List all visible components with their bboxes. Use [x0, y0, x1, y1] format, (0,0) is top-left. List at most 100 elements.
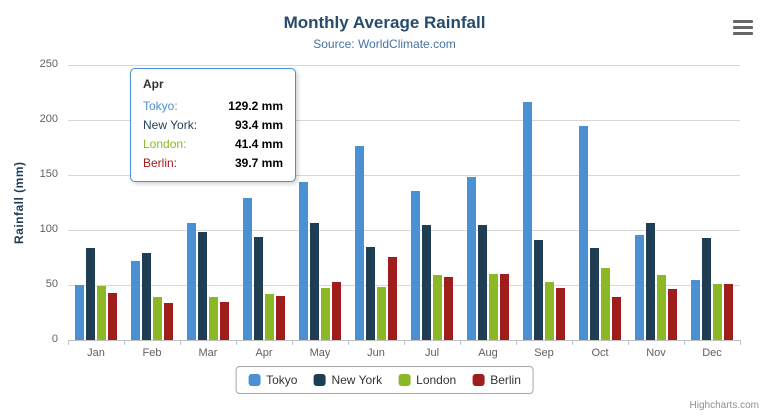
x-axis-label: Sep — [534, 347, 554, 359]
bar-london-jun[interactable] — [377, 286, 386, 340]
x-axis-label: May — [309, 347, 331, 359]
bar-new-york-oct[interactable] — [590, 248, 599, 340]
bar-berlin-may[interactable] — [332, 282, 341, 340]
bar-london-dec[interactable] — [713, 283, 722, 340]
chart-title: Monthly Average Rainfall — [283, 13, 486, 32]
x-axis-tick — [684, 340, 685, 345]
bar-london-may[interactable] — [321, 288, 330, 340]
credits-link[interactable]: Highcharts.com — [689, 400, 759, 411]
y-gridline — [68, 230, 740, 231]
bar-new-york-feb[interactable] — [142, 253, 151, 340]
tooltip-series-name: Tokyo: — [143, 99, 178, 113]
bar-tokyo-feb[interactable] — [131, 261, 140, 340]
bar-london-jan[interactable] — [97, 286, 106, 340]
x-axis-tick — [740, 340, 741, 345]
bar-tokyo-sep[interactable] — [523, 101, 532, 340]
bar-new-york-dec[interactable] — [702, 238, 711, 340]
legend-marker-icon — [248, 374, 261, 386]
x-axis-label: Dec — [702, 347, 722, 359]
hamburger-bar — [733, 32, 753, 35]
bar-berlin-jul[interactable] — [444, 276, 453, 340]
tooltip-series-name: London: — [143, 137, 187, 151]
y-axis-label: 100 — [39, 223, 58, 235]
bar-tokyo-nov[interactable] — [635, 234, 644, 340]
chart-subtitle: Source: WorldClimate.com — [313, 37, 456, 51]
bar-tokyo-mar[interactable] — [187, 222, 196, 340]
tooltip-category: Apr — [143, 77, 164, 91]
x-axis-label: Feb — [142, 347, 162, 359]
x-axis-tick — [460, 340, 461, 345]
legend-item-berlin[interactable]: Berlin — [472, 373, 521, 387]
legend-item-new-york[interactable]: New York — [313, 373, 382, 387]
bar-london-mar[interactable] — [209, 296, 218, 340]
bar-new-york-apr[interactable] — [254, 237, 263, 340]
legend-marker-icon — [398, 374, 411, 386]
y-axis-label: 0 — [51, 333, 58, 345]
x-axis-label: Aug — [478, 347, 498, 359]
x-axis-tick — [572, 340, 573, 345]
x-axis-tick — [68, 340, 69, 345]
bar-tokyo-oct[interactable] — [579, 126, 588, 340]
x-axis-label: Apr — [255, 347, 273, 359]
y-axis-title: Rainfall (mm) — [12, 161, 26, 244]
bar-new-york-jul[interactable] — [422, 224, 431, 340]
bar-london-aug[interactable] — [489, 274, 498, 340]
x-axis-label: Jun — [367, 347, 385, 359]
x-axis-tick — [124, 340, 125, 345]
bar-london-jul[interactable] — [433, 275, 442, 340]
bar-new-york-mar[interactable] — [198, 231, 207, 340]
bar-tokyo-apr[interactable] — [243, 197, 252, 340]
bar-berlin-jan[interactable] — [108, 293, 117, 340]
x-axis-label: Nov — [646, 347, 666, 359]
x-axis-label: Jan — [87, 347, 105, 359]
tooltip-series-value: 41.4 mm — [234, 137, 283, 151]
legend-item-london[interactable]: London — [398, 373, 456, 387]
x-axis-label: Oct — [591, 347, 609, 359]
legend-label: New York — [331, 373, 383, 387]
tooltip-row: London: 41.4 mm — [143, 135, 283, 154]
tooltip-row: Berlin: 39.7 mm — [143, 154, 283, 173]
bar-new-york-aug[interactable] — [478, 225, 487, 340]
x-axis-label: Mar — [198, 347, 218, 359]
bar-london-oct[interactable] — [601, 268, 610, 340]
bar-new-york-may[interactable] — [310, 223, 319, 340]
bar-tokyo-jul[interactable] — [411, 190, 420, 340]
plot-area — [68, 65, 740, 341]
bar-berlin-jun[interactable] — [388, 256, 397, 340]
bar-new-york-sep[interactable] — [534, 239, 543, 340]
bar-london-nov[interactable] — [657, 274, 666, 340]
bar-berlin-nov[interactable] — [668, 288, 677, 340]
y-gridline — [68, 65, 740, 66]
bar-tokyo-dec[interactable] — [691, 280, 700, 340]
y-gridline — [68, 175, 740, 176]
y-axis-label: 250 — [39, 58, 58, 70]
bar-berlin-apr[interactable] — [276, 296, 285, 340]
legend: Tokyo New York London Berlin — [235, 366, 534, 394]
bar-tokyo-jan[interactable] — [75, 285, 84, 340]
bar-tokyo-jun[interactable] — [355, 146, 364, 340]
y-gridline — [68, 285, 740, 286]
bar-london-apr[interactable] — [265, 294, 274, 340]
bar-berlin-sep[interactable] — [556, 287, 565, 340]
tooltip-rows: Tokyo: 129.2 mm New York: 93.4 mm London: 41.… — [143, 97, 283, 173]
bar-london-sep[interactable] — [545, 282, 554, 340]
tooltip-series-name: Berlin: — [143, 156, 178, 170]
tooltip-series-value: 39.7 mm — [234, 156, 283, 170]
bar-berlin-mar[interactable] — [220, 302, 229, 340]
bar-berlin-aug[interactable] — [500, 273, 509, 340]
y-axis-label: 50 — [45, 278, 58, 290]
export-menu-hamburger-icon[interactable] — [733, 20, 753, 35]
x-axis-tick — [180, 340, 181, 345]
bar-new-york-nov[interactable] — [646, 222, 655, 340]
bar-berlin-oct[interactable] — [612, 296, 621, 340]
bar-tokyo-aug[interactable] — [467, 176, 476, 340]
bar-berlin-feb[interactable] — [164, 303, 173, 340]
legend-item-tokyo[interactable]: Tokyo — [248, 373, 297, 387]
bar-new-york-jun[interactable] — [366, 247, 375, 340]
bar-new-york-jan[interactable] — [86, 248, 95, 340]
bar-berlin-dec[interactable] — [724, 283, 733, 340]
bar-london-feb[interactable] — [153, 297, 162, 340]
x-axis-tick — [348, 340, 349, 345]
bar-tokyo-may[interactable] — [299, 181, 308, 340]
